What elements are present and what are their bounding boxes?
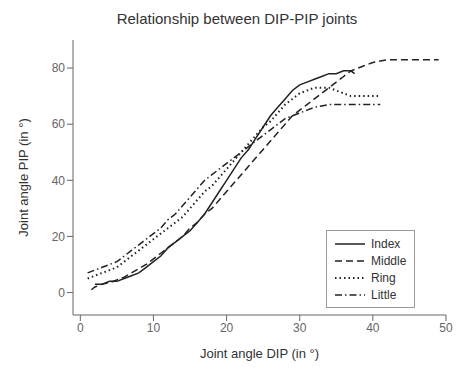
html-text:Index: Index [371,236,401,251]
svg-text:80: 80 [52,61,66,75]
svg-text:10: 10 [147,321,161,335]
svg-text:Joint angle DIP (in °): Joint angle DIP (in °) [200,346,319,361]
svg-text:40: 40 [52,174,66,188]
svg-text:0: 0 [77,321,84,335]
svg-text:60: 60 [52,117,66,131]
svg-text:20: 20 [52,230,66,244]
html-text:Little: Little [371,287,397,302]
svg-text:40: 40 [366,321,380,335]
html-text:Ring: Ring [371,270,396,285]
svg-text:30: 30 [293,321,307,335]
html-text:Middle: Middle [371,253,407,268]
svg-text:Joint angle PIP (in °): Joint angle PIP (in °) [16,118,31,236]
svg-text:20: 20 [220,321,234,335]
svg-text:50: 50 [439,321,453,335]
svg-text:0: 0 [58,286,65,300]
html-text:Relationship between DIP-PIP j: Relationship between DIP-PIP joints [116,10,358,27]
